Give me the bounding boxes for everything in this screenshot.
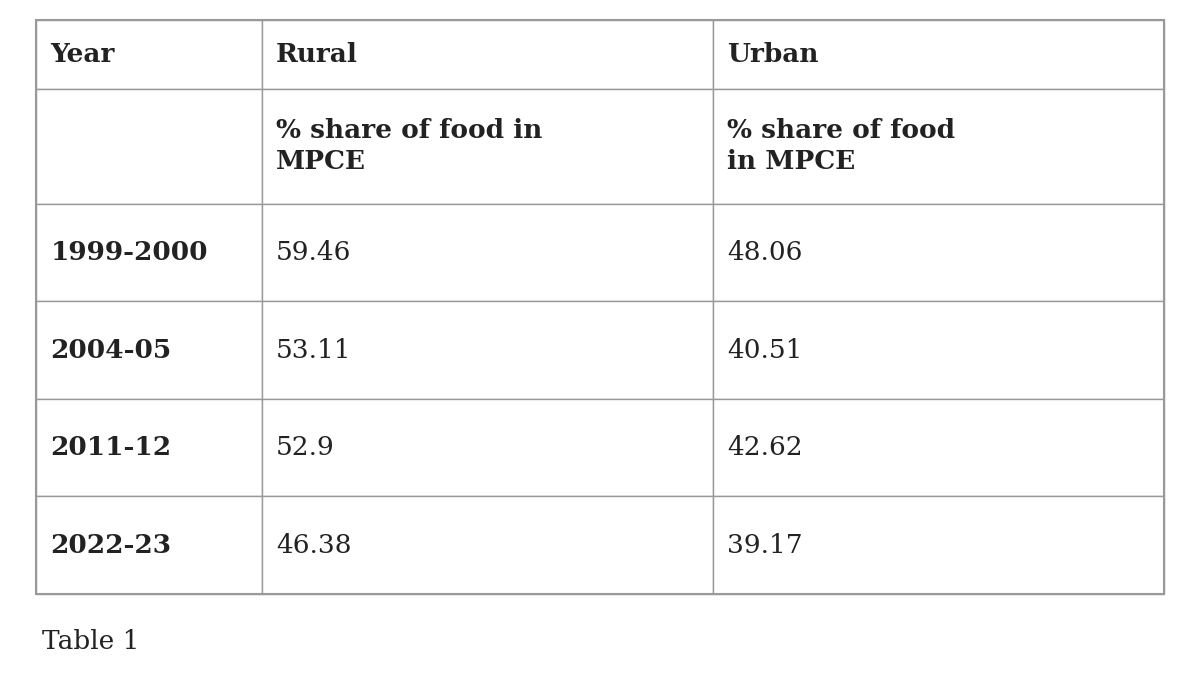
Bar — [36, 204, 262, 301]
Text: Year: Year — [50, 42, 115, 68]
Bar — [713, 496, 1164, 594]
Text: 1999-2000: 1999-2000 — [50, 240, 208, 265]
Bar — [36, 301, 262, 399]
Text: 48.06: 48.06 — [727, 240, 803, 265]
Text: 53.11: 53.11 — [276, 338, 352, 362]
Text: Urban: Urban — [727, 42, 818, 68]
Bar — [36, 20, 1164, 594]
Bar — [262, 204, 713, 301]
Bar — [262, 496, 713, 594]
Bar — [36, 89, 262, 204]
Text: 40.51: 40.51 — [727, 338, 803, 362]
Bar — [713, 399, 1164, 496]
Text: 59.46: 59.46 — [276, 240, 352, 265]
Text: Table 1: Table 1 — [42, 628, 139, 654]
Bar — [713, 20, 1164, 89]
Text: % share of food in
MPCE: % share of food in MPCE — [276, 119, 542, 174]
Text: Rural: Rural — [276, 42, 358, 68]
Bar — [262, 89, 713, 204]
Bar — [713, 301, 1164, 399]
Text: 2004-05: 2004-05 — [50, 338, 172, 362]
Bar — [36, 20, 262, 89]
Text: 42.62: 42.62 — [727, 435, 803, 460]
Bar — [713, 89, 1164, 204]
Text: 52.9: 52.9 — [276, 435, 335, 460]
Bar — [262, 399, 713, 496]
Bar — [713, 204, 1164, 301]
Text: 2022-23: 2022-23 — [50, 533, 172, 558]
Bar — [262, 20, 713, 89]
Bar — [36, 399, 262, 496]
Bar — [36, 496, 262, 594]
Text: 46.38: 46.38 — [276, 533, 352, 558]
Text: 39.17: 39.17 — [727, 533, 803, 558]
Text: 2011-12: 2011-12 — [50, 435, 172, 460]
Bar — [262, 301, 713, 399]
Text: % share of food
in MPCE: % share of food in MPCE — [727, 119, 955, 174]
